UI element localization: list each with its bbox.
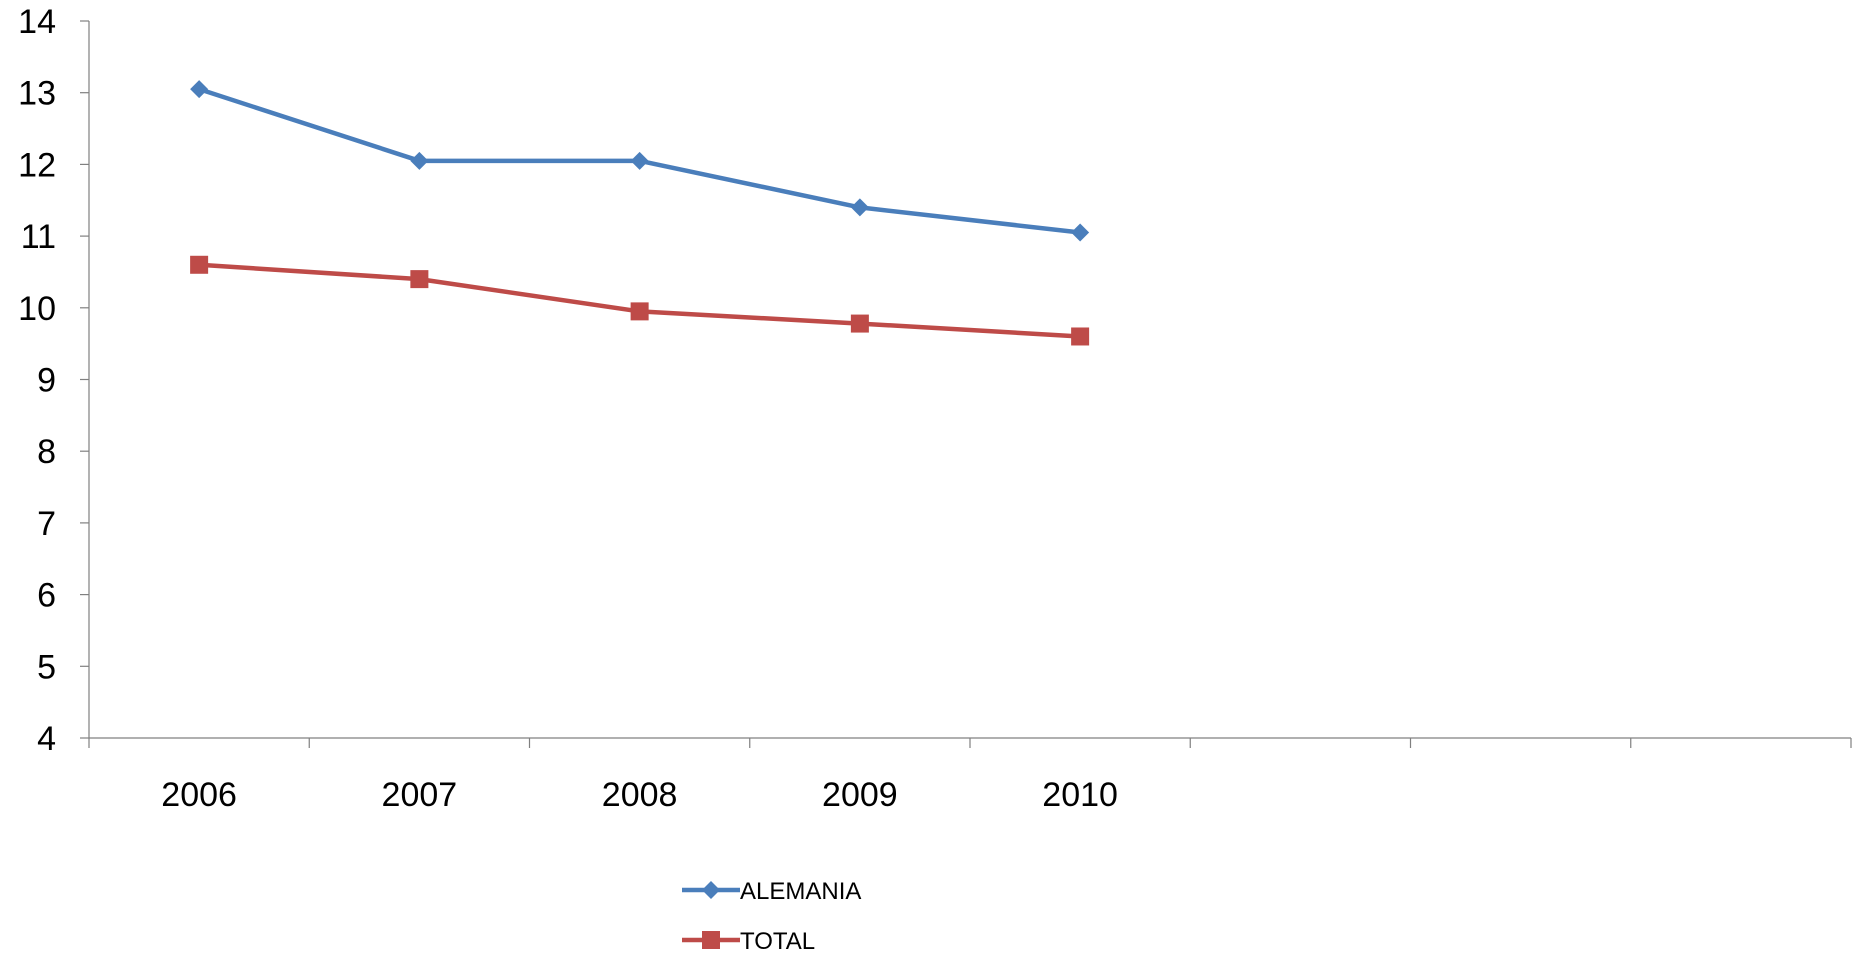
y-tick-label: 6 (37, 577, 56, 615)
x-tick-label: 2009 (822, 776, 898, 814)
data-point-alemania (850, 198, 869, 217)
series-alemania (190, 80, 1090, 242)
legend-item-total: TOTAL (682, 928, 815, 953)
series-layer (190, 80, 1090, 346)
data-point-alemania (190, 80, 209, 99)
x-tick-label: 2006 (161, 776, 237, 814)
legend: ALEMANIA TOTAL (682, 878, 861, 953)
axes: 4 5 6 7 8 9 10 11 12 13 14 2006 2007 2008 2009 2010 (18, 3, 1852, 814)
data-point-alemania (410, 151, 429, 170)
legend-marker-total (702, 931, 720, 949)
y-tick-label: 12 (18, 146, 56, 184)
y-tick-label: 13 (18, 75, 56, 113)
y-tick-label: 4 (37, 720, 56, 758)
legend-label-total: TOTAL (740, 928, 815, 953)
data-point-total (410, 270, 429, 289)
y-tick-label: 9 (37, 362, 56, 400)
legend-item-alemania: ALEMANIA (682, 878, 861, 905)
y-tick-label: 14 (18, 3, 56, 41)
x-tick-label: 2007 (382, 776, 458, 814)
data-point-total (850, 314, 869, 333)
x-tick-label: 2008 (602, 776, 678, 814)
data-point-total (1071, 327, 1090, 346)
series-line-total (198, 262, 1081, 339)
data-point-total (190, 255, 209, 274)
y-tick-label: 8 (37, 433, 56, 471)
y-tick-label: 5 (37, 648, 56, 686)
y-tick-label: 10 (18, 290, 56, 328)
legend-marker-alemania (702, 881, 720, 899)
y-tick-label: 11 (21, 218, 56, 256)
y-tick-label: 7 (37, 505, 56, 543)
x-tick-label: 2010 (1042, 776, 1118, 814)
data-point-alemania (1071, 223, 1090, 242)
legend-label-alemania: ALEMANIA (740, 878, 861, 905)
data-point-total (630, 302, 649, 321)
data-point-alemania (630, 151, 649, 170)
series-total (190, 255, 1090, 346)
